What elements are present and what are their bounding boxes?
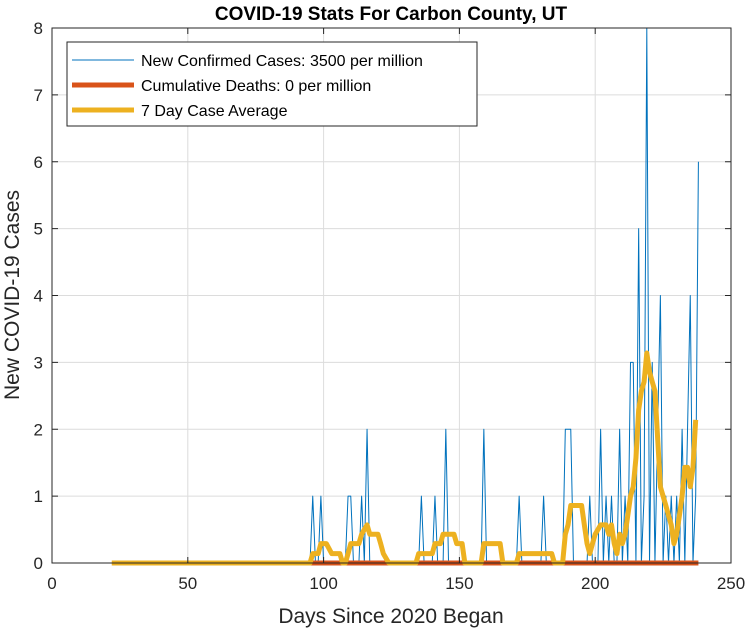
chart-title: COVID-19 Stats For Carbon County, UT: [215, 4, 568, 25]
legend-entry-new-cases: New Confirmed Cases: 3500 per million: [141, 53, 423, 70]
y-tick-label: 2: [34, 420, 43, 439]
series-line-new-cases: [111, 27, 699, 564]
y-tick-label: 8: [34, 19, 43, 38]
legend: New Confirmed Cases: 3500 per million Cu…: [66, 41, 478, 127]
y-tick-label: 6: [34, 153, 43, 172]
x-tick-label: 100: [309, 574, 337, 593]
y-tick-label: 4: [34, 287, 43, 306]
x-tick-label: 0: [47, 574, 56, 593]
legend-box: [66, 41, 478, 127]
y-tick-label: 1: [34, 487, 43, 506]
ticks: 0 50 100 150 200 250 0 1 2 3 4 5 6 7 8: [34, 19, 746, 593]
x-tick-label: 50: [178, 574, 197, 593]
y-tick-label: 3: [34, 353, 43, 372]
x-axis-label: Days Since 2020 Began: [278, 605, 503, 628]
x-tick-label: 200: [581, 574, 609, 593]
x-tick-label: 250: [717, 574, 745, 593]
series-line-7-day-average: [111, 350, 699, 566]
y-axis-label: New COVID-19 Cases: [1, 190, 24, 400]
x-tick-label: 150: [445, 574, 473, 593]
y-tick-label: 7: [34, 86, 43, 105]
y-tick-label: 5: [34, 220, 43, 239]
legend-entry-7-day-average: 7 Day Case Average: [141, 103, 288, 120]
y-tick-label: 0: [34, 554, 43, 573]
legend-entry-deaths: Cumulative Deaths: 0 per million: [141, 78, 371, 95]
